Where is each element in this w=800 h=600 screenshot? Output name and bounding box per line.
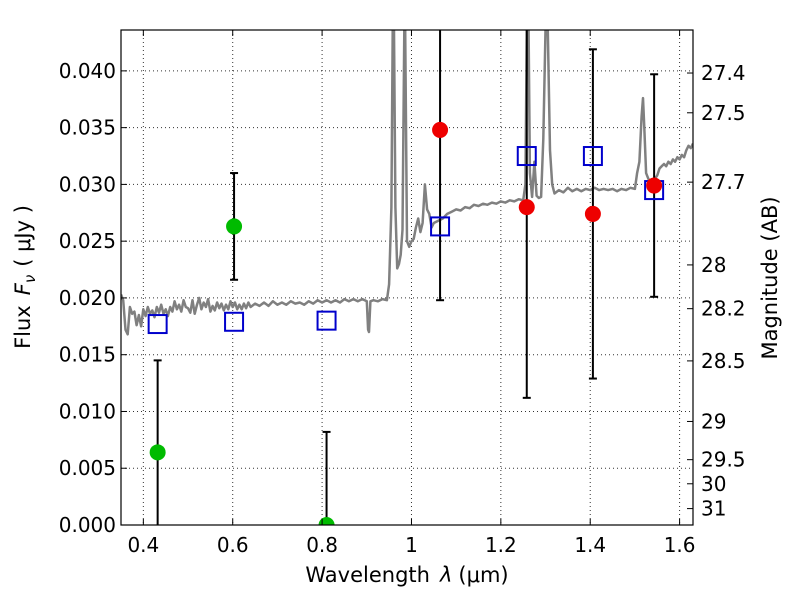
model-square (316, 310, 337, 331)
red-point (518, 199, 535, 216)
green-point (149, 444, 166, 461)
y-axis-label-text: Flux (11, 305, 35, 349)
mag-tick-label: 28.5 (701, 349, 746, 373)
y-tick-label: 0.035 (59, 116, 116, 140)
plot-frame (120, 29, 694, 526)
y2-axis-label: Magnitude (AB) (758, 196, 782, 359)
y-tick-label: 0.010 (59, 399, 116, 423)
y-tick-label: 0.000 (59, 513, 116, 537)
y-tick-label: 0.040 (59, 59, 116, 83)
mag-tick-label: 27.4 (701, 61, 746, 85)
model-square (516, 146, 537, 167)
mag-tick-label: 30 (701, 472, 726, 496)
red-point (432, 121, 449, 138)
y-tick-label: 0.005 (59, 456, 116, 480)
x-axis-label-unit: (μm) (458, 563, 508, 587)
mag-tick-label: 29 (701, 409, 726, 433)
model-square (430, 216, 451, 237)
model-square (582, 146, 603, 167)
y-axis-label-symbol: F (11, 282, 35, 295)
y-tick-label: 0.030 (59, 172, 116, 196)
x-tick-label: 1.2 (485, 533, 517, 557)
x-tick-label: 1 (405, 533, 418, 557)
y-axis-label-unit: ( μJy ) (11, 205, 35, 267)
y-tick-label: 0.025 (59, 229, 116, 253)
y-tick-label: 0.015 (59, 343, 116, 367)
x-tick-label: 0.8 (306, 533, 338, 557)
red-point (646, 177, 663, 194)
x-tick-label: 0.6 (217, 533, 249, 557)
mag-tick-label: 28.2 (701, 297, 746, 321)
y-tick-label: 0.020 (59, 286, 116, 310)
model-square (147, 314, 168, 335)
x-axis-label-symbol: λ (439, 563, 452, 587)
x-tick-label: 1.6 (664, 533, 696, 557)
x-tick-label: 1.4 (574, 533, 606, 557)
mag-tick-label: 31 (701, 497, 726, 521)
spectrum-line (121, 30, 693, 336)
x-tick-label: 0.4 (127, 533, 159, 557)
mag-tick-label: 28 (701, 253, 726, 277)
y-axis-label-subscript: ν (21, 275, 39, 283)
x-axis-label: Wavelength λ (μm) (305, 563, 508, 587)
mag-tick-label: 29.5 (701, 448, 746, 472)
plot-area (121, 30, 693, 525)
model-square (224, 311, 245, 332)
green-point (226, 218, 243, 235)
red-point (584, 205, 601, 222)
y-axis-label: Flux Fν ( μJy ) (11, 205, 39, 349)
mag-tick-label: 27.7 (701, 170, 746, 194)
x-axis-label-text: Wavelength (305, 563, 430, 587)
mag-tick-label: 27.5 (701, 101, 746, 125)
axis-ticks: 0.4 0.6 0.8 1 1.2 1.4 1.6 0.000 0.005 0.010 0.015 0… (59, 30, 746, 557)
